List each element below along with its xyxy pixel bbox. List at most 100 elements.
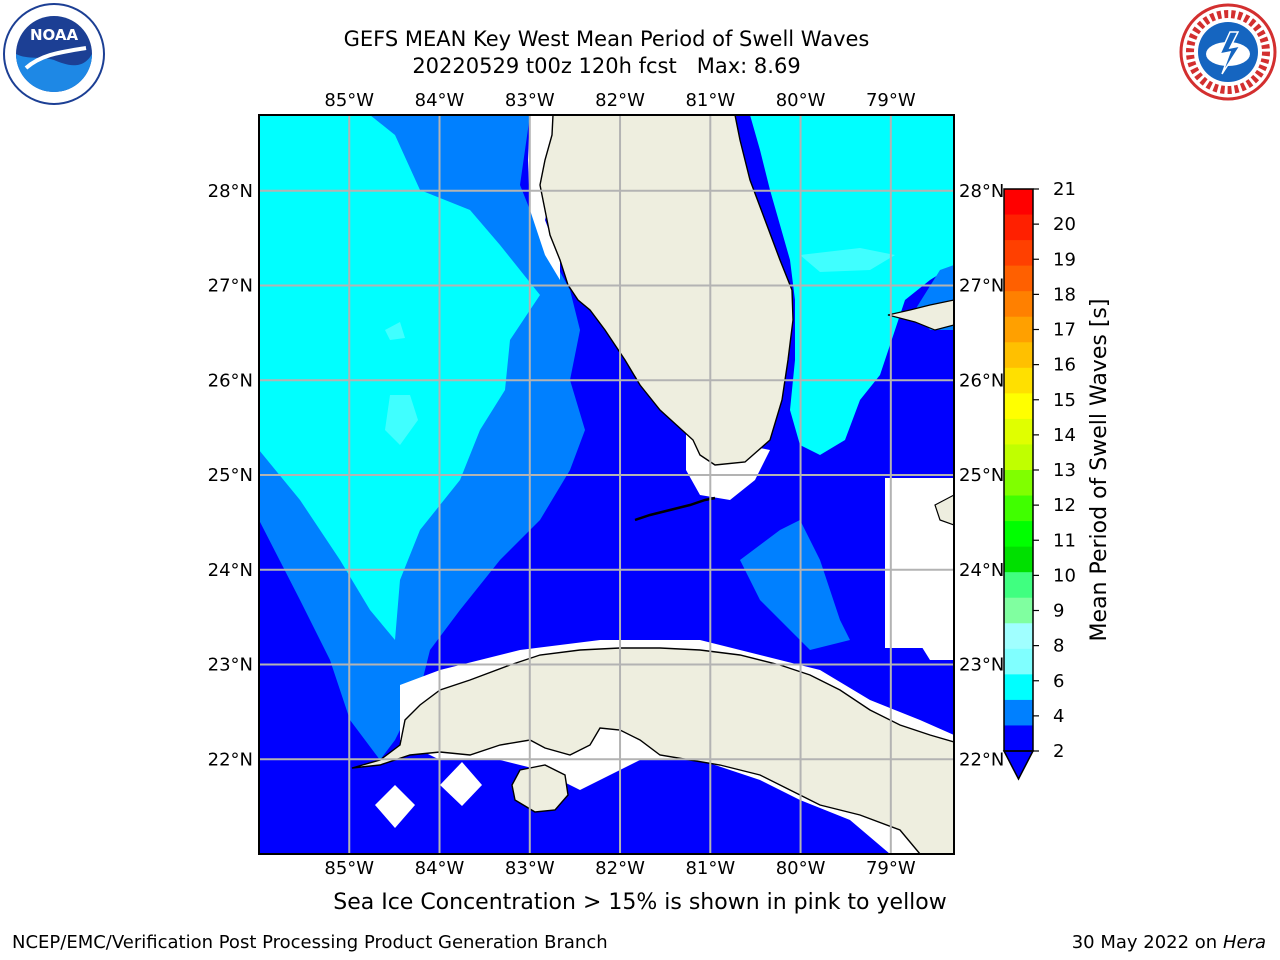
- colorbar-under-arrow: [1002, 750, 1035, 781]
- lat-tick-label: 23°N: [959, 655, 1004, 676]
- florida-keys: [634, 496, 716, 522]
- lat-labels-left: 28°N 27°N 26°N 25°N 24°N 23°N 22°N: [208, 181, 253, 770]
- colorbar-tick-label: 14: [1053, 425, 1076, 446]
- lon-tick-label: 83°W: [505, 90, 555, 111]
- colorbar-segment: [1004, 367, 1033, 394]
- lon-tick-label: 85°W: [324, 90, 374, 111]
- lat-tick-label: 22°N: [959, 749, 1004, 770]
- colorbar-tick-label: 15: [1053, 390, 1076, 411]
- chart-title: GEFS MEAN Key West Mean Period of Swell …: [343, 27, 870, 51]
- land-isla-juventud: [511, 764, 569, 813]
- colorbar-tick-label: 11: [1053, 530, 1076, 551]
- colorbar-segment: [1004, 495, 1033, 522]
- lat-tick-label: 27°N: [959, 276, 1004, 297]
- colorbar-segment: [1004, 189, 1033, 216]
- colorbar-tick-label: 8: [1053, 636, 1064, 657]
- colorbar-segment: [1004, 291, 1033, 318]
- field-4-6-south-east: [740, 520, 850, 650]
- land-florida: [539, 115, 794, 466]
- lat-tick-label: 26°N: [959, 370, 1004, 391]
- lon-tick-label: 84°W: [415, 858, 465, 879]
- lon-tick-label: 79°W: [866, 858, 916, 879]
- field-6-8-west: [259, 115, 540, 640]
- lon-tick-label: 82°W: [595, 858, 645, 879]
- lon-tick-label: 80°W: [776, 858, 826, 879]
- lon-tick-label: 82°W: [595, 90, 645, 111]
- lat-tick-label: 28°N: [959, 181, 1004, 202]
- colorbar-segment: [1004, 316, 1033, 343]
- colorbar-segment: [1004, 240, 1033, 267]
- colorbar-tick-label: 9: [1053, 601, 1064, 622]
- lat-tick-label: 27°N: [208, 276, 253, 297]
- noaa-logo-text: NOAA: [30, 26, 79, 44]
- forecast-cycle: 20220529 t00z 120h fcst: [412, 54, 677, 78]
- lat-tick-label: 28°N: [208, 181, 253, 202]
- colorbar-tick-label: 17: [1053, 320, 1076, 341]
- nws-logo: [1179, 3, 1277, 101]
- map-frame: [258, 114, 955, 855]
- lat-tick-label: 26°N: [208, 370, 253, 391]
- land-grand-bahama: [887, 299, 954, 331]
- colorbar-segment: [1004, 725, 1033, 752]
- lat-tick-label: 25°N: [208, 465, 253, 486]
- lon-tick-label: 83°W: [505, 858, 555, 879]
- colorbar-segment: [1004, 470, 1033, 497]
- lon-tick-label: 85°W: [324, 858, 374, 879]
- colorbar-segment: [1004, 597, 1033, 624]
- colorbar-tick-label: 20: [1053, 214, 1076, 235]
- colorbar-segment: [1004, 418, 1033, 445]
- land-cuba: [351, 647, 954, 854]
- noaa-logo: NOAA: [3, 3, 105, 105]
- lat-tick-label: 22°N: [208, 749, 253, 770]
- no-data-patch-2: [440, 762, 482, 806]
- colorbar-tick-label: 10: [1053, 565, 1076, 586]
- chart-subtitle: 20220529 t00z 120h fcst Max: 8.69: [0, 53, 1213, 79]
- lon-tick-label: 80°W: [776, 90, 826, 111]
- map-figure: 85°W 84°W 83°W 82°W 81°W 80°W 79°W 85°W 84°W 83°…: [208, 90, 1112, 879]
- lat-tick-label: 24°N: [959, 560, 1004, 581]
- field-8-9-patch-1: [385, 395, 418, 445]
- colorbar-tick-label: 21: [1053, 179, 1076, 200]
- colorbar-segment: [1004, 265, 1033, 292]
- lon-labels-bottom: 85°W 84°W 83°W 82°W 81°W 80°W 79°W: [324, 858, 915, 879]
- colorbar-segment: [1004, 214, 1033, 241]
- colorbar-segment: [1004, 623, 1033, 650]
- lon-tick-label: 84°W: [415, 90, 465, 111]
- lon-tick-label: 79°W: [866, 90, 916, 111]
- colorbar-tick-label: 19: [1053, 249, 1076, 270]
- colorbar-segment: [1004, 342, 1033, 369]
- lat-tick-label: 23°N: [208, 655, 253, 676]
- colorbar-tick-label: 18: [1053, 284, 1076, 305]
- footer-date-text: 30 May 2022 on: [1071, 932, 1218, 953]
- colorbar-tick-label: 4: [1053, 706, 1064, 727]
- map-plot-area: [259, 115, 954, 854]
- field-8-9-east: [800, 248, 895, 272]
- colorbar-segment: [1004, 699, 1033, 726]
- sea-ice-note: Sea Ice Concentration > 15% is shown in …: [333, 890, 947, 915]
- colorbar-segment: [1004, 521, 1033, 548]
- colorbar: 21 20 19 18 17 16 15 14 13 12 11 10 9 8 6 4 2: [1002, 179, 1076, 781]
- footer-host: Hera: [1222, 932, 1266, 953]
- footer-date: 30 May 2022 on Hera: [1072, 932, 1266, 953]
- no-data-patch-1: [375, 785, 415, 828]
- lat-tick-label: 25°N: [959, 465, 1004, 486]
- land-andros: [934, 494, 954, 526]
- colorbar-tick-label: 2: [1053, 741, 1064, 762]
- lon-labels-top: 85°W 84°W 83°W 82°W 81°W 80°W 79°W: [324, 90, 915, 111]
- colorbar-segment: [1004, 444, 1033, 471]
- colorbar-tick-label: 13: [1053, 460, 1076, 481]
- map-gridlines: [259, 115, 954, 854]
- lat-labels-right: 28°N 27°N 26°N 25°N 24°N 23°N 22°N: [959, 181, 1004, 770]
- footer-credit: NCEP/EMC/Verification Post Processing Pr…: [12, 932, 608, 953]
- colorbar-segment: [1004, 674, 1033, 701]
- colorbar-segment: [1004, 572, 1033, 599]
- lat-tick-label: 24°N: [208, 560, 253, 581]
- colorbar-segment: [1004, 546, 1033, 573]
- field-8-9-patch-2: [385, 322, 405, 340]
- colorbar-tick-label: 6: [1053, 671, 1064, 692]
- no-data-bahamas-2: [885, 600, 954, 660]
- colorbar-label: Mean Period of Swell Waves [s]: [1087, 299, 1112, 642]
- colorbar-segment: [1004, 648, 1033, 675]
- lon-tick-label: 81°W: [685, 90, 735, 111]
- colorbar-segment: [1004, 393, 1033, 420]
